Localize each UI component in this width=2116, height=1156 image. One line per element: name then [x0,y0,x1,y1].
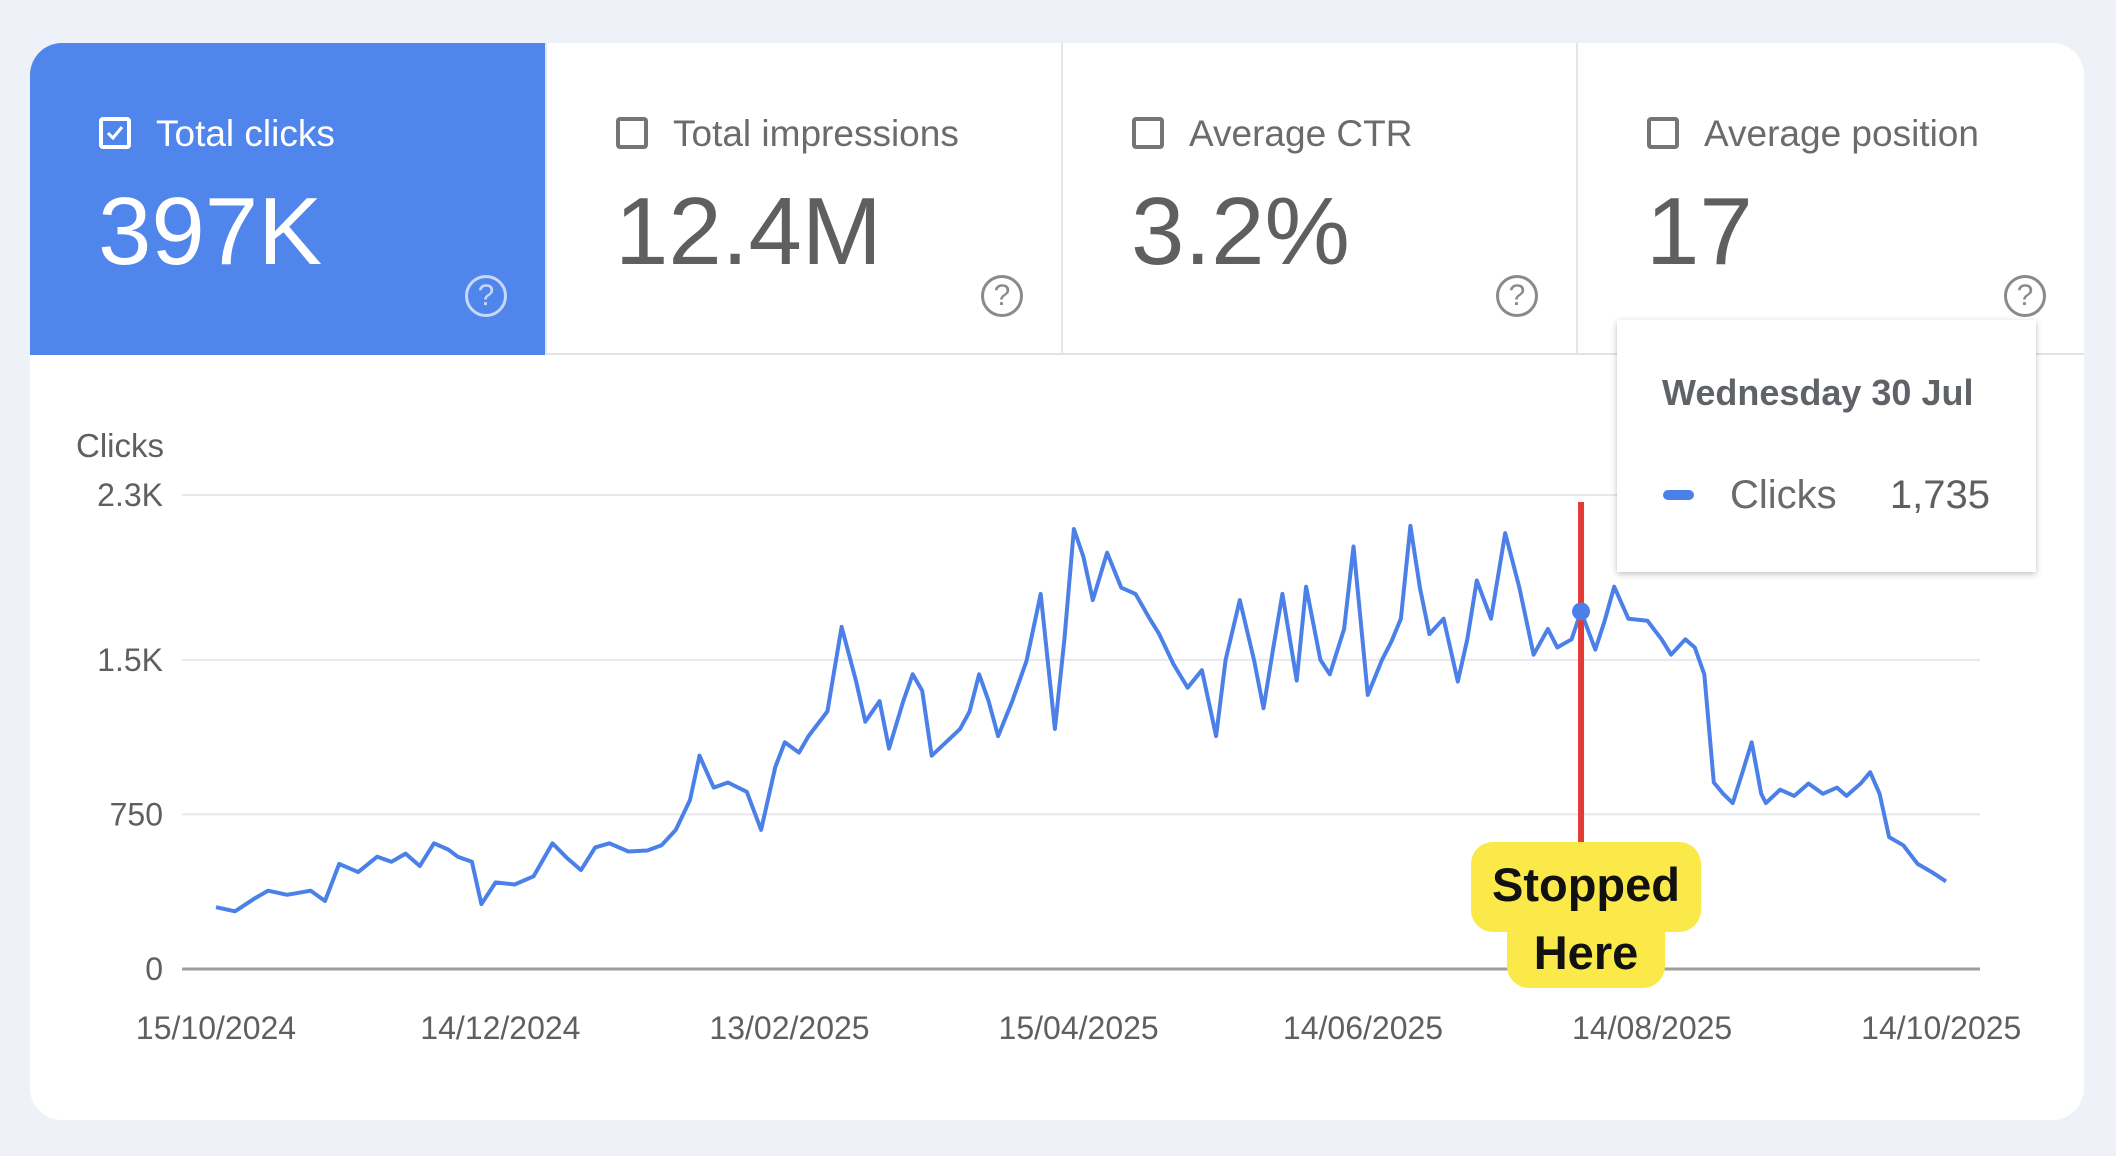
x-tick-label: 14/10/2025 [1861,1010,2021,1046]
metric-tile-total-clicks[interactable]: Total clicks 397K ? [30,43,545,355]
checkbox-checked-icon[interactable] [99,117,131,149]
tooltip: Wednesday 30 Jul Clicks 1,735 [1617,320,2036,572]
metric-label: Total impressions [673,113,959,154]
tooltip-date: Wednesday 30 Jul [1662,372,1974,413]
y-tick-label: 1.5K [97,642,163,678]
x-tick-label: 14/08/2025 [1572,1010,1732,1046]
checkbox-icon[interactable] [1132,117,1164,149]
metric-label: Total clicks [156,113,335,154]
series-legend-icon [1663,490,1694,500]
clicks-series-line [215,523,1948,914]
metric-value: 12.4M [615,178,882,285]
annotation-stopped: Stopped [1471,842,1701,932]
metric-tile-total-impressions[interactable]: Total impressions 12.4M ? [545,43,1061,355]
metric-label: Average CTR [1189,113,1413,154]
performance-card: Total clicks 397K ? Total impressions 12… [30,43,2084,1120]
x-tick-label: 15/10/2024 [136,1010,296,1046]
metric-value: 17 [1646,178,1753,285]
help-icon[interactable]: ? [2004,275,2046,317]
metric-label: Average position [1704,113,1979,154]
metric-tile-average-ctr[interactable]: Average CTR 3.2% ? [1061,43,1576,355]
hover-point [1572,602,1591,621]
x-tick-label: 13/02/2025 [709,1010,869,1046]
y-axis-title: Clicks [76,427,164,464]
y-tick-label: 2.3K [97,477,163,513]
annotation-here: Here [1507,920,1665,988]
x-tick-label: 15/04/2025 [999,1010,1159,1046]
checkbox-icon[interactable] [1647,117,1679,149]
x-tick-label: 14/06/2025 [1283,1010,1443,1046]
help-icon[interactable]: ? [981,275,1023,317]
metric-value: 3.2% [1131,178,1350,285]
tooltip-series-name: Clicks [1730,473,1837,517]
metric-value: 397K [98,178,323,285]
checkbox-icon[interactable] [616,117,648,149]
y-tick-label: 0 [145,951,163,987]
help-icon[interactable]: ? [1496,275,1538,317]
help-icon[interactable]: ? [465,275,507,317]
y-tick-label: 750 [110,796,163,832]
tooltip-value: 1,735 [1889,473,1990,517]
x-tick-label: 14/12/2024 [420,1010,580,1046]
